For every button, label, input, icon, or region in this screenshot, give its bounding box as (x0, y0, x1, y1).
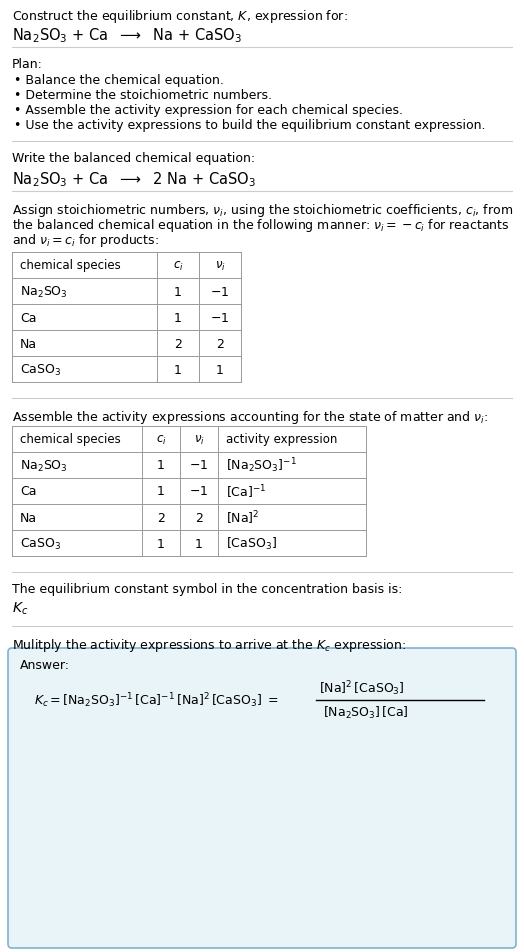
Text: Na$_2$SO$_3$ + Ca  $\longrightarrow$  Na + CaSO$_3$: Na$_2$SO$_3$ + Ca $\longrightarrow$ Na +… (12, 26, 242, 45)
FancyBboxPatch shape (8, 648, 516, 948)
Text: chemical species: chemical species (20, 433, 121, 446)
Text: Na$_2$SO$_3$: Na$_2$SO$_3$ (20, 284, 68, 299)
Text: [Ca]$^{-1}$: [Ca]$^{-1}$ (226, 483, 266, 500)
Text: Na: Na (20, 511, 37, 524)
Bar (12, 426, 366, 556)
Text: $-1$: $-1$ (189, 485, 209, 498)
Text: $-1$: $-1$ (211, 286, 230, 298)
Text: 1: 1 (216, 363, 224, 376)
Text: [CaSO$_3$]: [CaSO$_3$] (226, 535, 277, 551)
Text: $K_c$: $K_c$ (12, 601, 28, 617)
Text: Write the balanced chemical equation:: Write the balanced chemical equation: (12, 151, 255, 165)
Text: $K_c = [\mathrm{Na_2SO_3}]^{-1}\,[\mathrm{Ca}]^{-1}\,[\mathrm{Na}]^2\,[\mathrm{C: $K_c = [\mathrm{Na_2SO_3}]^{-1}\,[\mathr… (34, 691, 279, 709)
Text: • Determine the stoichiometric numbers.: • Determine the stoichiometric numbers. (14, 89, 272, 102)
Text: [Na]$^2$: [Na]$^2$ (226, 508, 259, 526)
Text: CaSO$_3$: CaSO$_3$ (20, 536, 61, 551)
Text: the balanced chemical equation in the following manner: $\nu_i = -c_i$ for react: the balanced chemical equation in the fo… (12, 217, 509, 234)
Text: 1: 1 (174, 363, 182, 376)
Text: • Assemble the activity expression for each chemical species.: • Assemble the activity expression for e… (14, 104, 403, 117)
Text: [Na$_2$SO$_3$]$^{-1}$: [Na$_2$SO$_3$]$^{-1}$ (226, 456, 297, 475)
Text: $c_i$: $c_i$ (172, 259, 183, 272)
Text: 2: 2 (195, 511, 203, 524)
Text: CaSO$_3$: CaSO$_3$ (20, 362, 61, 377)
Text: chemical species: chemical species (20, 259, 121, 272)
Text: 1: 1 (174, 311, 182, 325)
Text: activity expression: activity expression (226, 433, 337, 446)
Text: $-1$: $-1$ (211, 311, 230, 325)
Text: 2: 2 (174, 337, 182, 350)
Text: and $\nu_i = c_i$ for products:: and $\nu_i = c_i$ for products: (12, 231, 159, 248)
Text: Na$_2$SO$_3$ + Ca  $\longrightarrow$  2 Na + CaSO$_3$: Na$_2$SO$_3$ + Ca $\longrightarrow$ 2 Na… (12, 169, 256, 188)
Text: Na: Na (20, 337, 37, 350)
Text: $\nu_i$: $\nu_i$ (215, 259, 225, 272)
Text: 1: 1 (174, 286, 182, 298)
Bar (12, 252, 241, 383)
Text: • Use the activity expressions to build the equilibrium constant expression.: • Use the activity expressions to build … (14, 119, 486, 132)
Text: 1: 1 (157, 485, 165, 498)
Text: Assemble the activity expressions accounting for the state of matter and $\nu_i$: Assemble the activity expressions accoun… (12, 408, 488, 426)
Text: The equilibrium constant symbol in the concentration basis is:: The equilibrium constant symbol in the c… (12, 583, 402, 595)
Text: • Balance the chemical equation.: • Balance the chemical equation. (14, 74, 224, 87)
Text: Assign stoichiometric numbers, $\nu_i$, using the stoichiometric coefficients, $: Assign stoichiometric numbers, $\nu_i$, … (12, 202, 513, 219)
Text: Construct the equilibrium constant, $K$, expression for:: Construct the equilibrium constant, $K$,… (12, 8, 348, 25)
Text: 2: 2 (216, 337, 224, 350)
Text: Ca: Ca (20, 485, 37, 498)
Text: 1: 1 (195, 537, 203, 550)
Text: 2: 2 (157, 511, 165, 524)
Text: $[\mathrm{Na}]^2\,[\mathrm{CaSO_3}]$: $[\mathrm{Na}]^2\,[\mathrm{CaSO_3}]$ (319, 679, 405, 698)
Text: Answer:: Answer: (20, 659, 70, 671)
Text: 1: 1 (157, 537, 165, 550)
Text: 1: 1 (157, 459, 165, 472)
Text: $[\mathrm{Na_2SO_3}]\,[\mathrm{Ca}]$: $[\mathrm{Na_2SO_3}]\,[\mathrm{Ca}]$ (323, 704, 409, 721)
Text: $c_i$: $c_i$ (156, 433, 166, 446)
Text: $-1$: $-1$ (189, 459, 209, 472)
Text: Mulitply the activity expressions to arrive at the $K_c$ expression:: Mulitply the activity expressions to arr… (12, 636, 406, 653)
Text: $\nu_i$: $\nu_i$ (193, 433, 204, 446)
Text: Plan:: Plan: (12, 58, 43, 71)
Text: Na$_2$SO$_3$: Na$_2$SO$_3$ (20, 458, 68, 473)
Text: Ca: Ca (20, 311, 37, 325)
